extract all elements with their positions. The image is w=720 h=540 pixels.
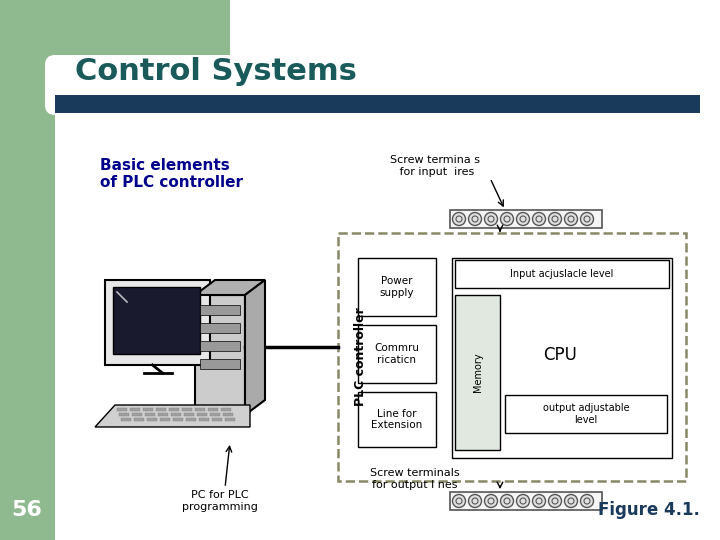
- Bar: [55, 95, 700, 113]
- Text: CPU: CPU: [543, 346, 577, 364]
- Bar: [452, 258, 672, 458]
- Bar: [450, 210, 602, 228]
- Circle shape: [500, 495, 513, 508]
- Bar: [105, 280, 210, 365]
- Bar: [186, 418, 196, 421]
- Bar: [225, 418, 235, 421]
- Bar: [169, 408, 179, 411]
- Bar: [171, 413, 181, 416]
- Bar: [358, 325, 436, 383]
- Circle shape: [516, 213, 529, 226]
- Circle shape: [549, 213, 562, 226]
- Bar: [147, 418, 157, 421]
- Text: Input acjuslacle level: Input acjuslacle level: [510, 269, 613, 279]
- Bar: [221, 408, 231, 411]
- Circle shape: [533, 495, 546, 508]
- Bar: [200, 341, 240, 351]
- Circle shape: [580, 495, 593, 508]
- Polygon shape: [195, 280, 265, 295]
- Bar: [197, 413, 207, 416]
- Circle shape: [564, 213, 577, 226]
- Circle shape: [485, 213, 498, 226]
- Bar: [210, 413, 220, 416]
- Polygon shape: [245, 280, 265, 415]
- Bar: [158, 413, 168, 416]
- Text: Line for
Extension: Line for Extension: [372, 409, 423, 430]
- Circle shape: [469, 213, 482, 226]
- Text: Memory: Memory: [472, 353, 482, 393]
- Bar: [200, 323, 240, 333]
- Circle shape: [469, 495, 482, 508]
- Bar: [195, 408, 205, 411]
- Text: Screw termina s
 for input  ires: Screw termina s for input ires: [390, 155, 480, 177]
- Bar: [143, 408, 153, 411]
- Circle shape: [452, 213, 466, 226]
- Text: Control Systems: Control Systems: [75, 57, 357, 86]
- Text: Basic elements
of PLC controller: Basic elements of PLC controller: [100, 158, 243, 191]
- Bar: [173, 418, 183, 421]
- Bar: [450, 492, 602, 510]
- Bar: [223, 413, 233, 416]
- Bar: [160, 418, 170, 421]
- Bar: [505, 395, 667, 433]
- Bar: [134, 418, 144, 421]
- Circle shape: [485, 495, 498, 508]
- Text: Figure 4.1.: Figure 4.1.: [598, 501, 700, 519]
- Bar: [0, 0, 55, 540]
- Polygon shape: [95, 405, 250, 427]
- Bar: [0, 0, 230, 82]
- Bar: [132, 413, 142, 416]
- Circle shape: [452, 495, 466, 508]
- Circle shape: [549, 495, 562, 508]
- Bar: [200, 305, 240, 315]
- Bar: [113, 287, 200, 354]
- Bar: [184, 413, 194, 416]
- Circle shape: [516, 495, 529, 508]
- Circle shape: [564, 495, 577, 508]
- Bar: [200, 359, 240, 369]
- Bar: [130, 408, 140, 411]
- Text: Power
supply: Power supply: [379, 276, 414, 298]
- Bar: [358, 392, 436, 447]
- Text: Commru
ricaticn: Commru ricaticn: [374, 343, 420, 365]
- Bar: [199, 418, 209, 421]
- Bar: [119, 413, 129, 416]
- Bar: [156, 408, 166, 411]
- Bar: [358, 258, 436, 316]
- Text: PLC controller: PLC controller: [354, 308, 366, 407]
- Text: output adjustable
level: output adjustable level: [543, 403, 629, 425]
- Bar: [338, 233, 686, 481]
- Text: Screw terminals
for output l nes: Screw terminals for output l nes: [370, 468, 460, 490]
- Circle shape: [580, 213, 593, 226]
- Bar: [212, 418, 222, 421]
- Circle shape: [500, 213, 513, 226]
- Bar: [121, 418, 131, 421]
- Bar: [455, 260, 669, 288]
- Bar: [145, 413, 155, 416]
- Text: 56: 56: [12, 500, 42, 520]
- Polygon shape: [195, 295, 245, 415]
- Bar: [182, 408, 192, 411]
- Bar: [208, 408, 218, 411]
- Bar: [455, 295, 500, 450]
- Circle shape: [533, 213, 546, 226]
- Bar: [117, 408, 127, 411]
- Text: PC for PLC
programming: PC for PLC programming: [182, 490, 258, 511]
- FancyBboxPatch shape: [45, 55, 245, 115]
